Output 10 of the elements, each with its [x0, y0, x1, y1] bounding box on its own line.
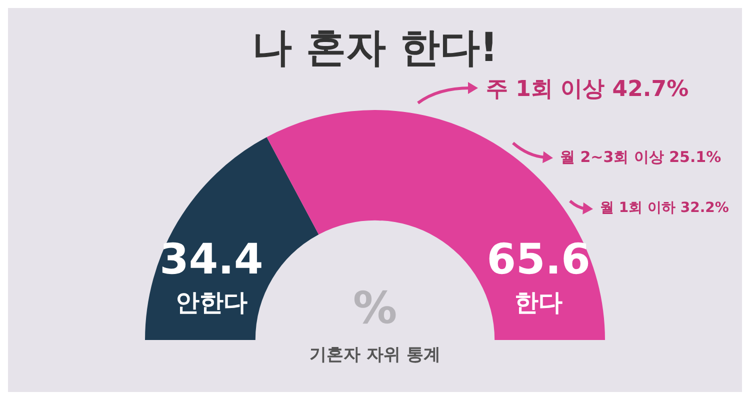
text: 기혼자 자위 통계	[308, 344, 442, 366]
text: 월 1회 이하 32.2%	[600, 199, 729, 217]
text: 주 1회 이상 42.7%	[486, 76, 689, 104]
slice-label: 안한다	[175, 288, 248, 317]
data-label: 65.6	[486, 234, 590, 284]
slice-label: 한다	[514, 288, 563, 317]
text: 월 2~3회 이상 25.1%	[560, 148, 722, 167]
data-label: 34.4	[160, 234, 264, 284]
chart-title: 나 혼자 한다!	[250, 24, 500, 73]
text: %	[352, 283, 398, 334]
